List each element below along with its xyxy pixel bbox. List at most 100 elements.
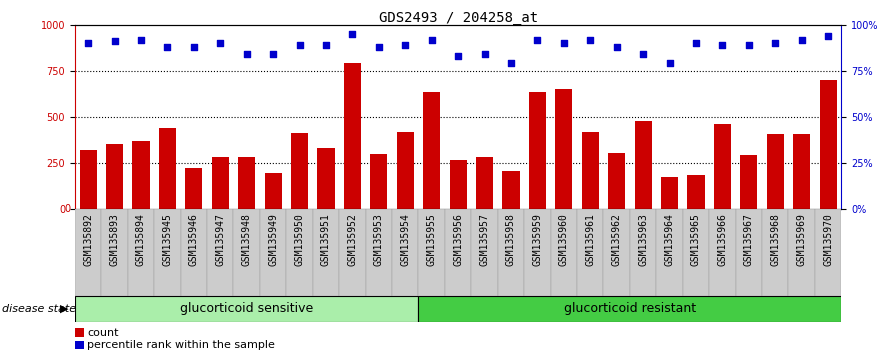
Text: GSM135954: GSM135954 [400,213,411,266]
Bar [471,209,498,296]
Point [530,37,544,42]
Text: GSM135949: GSM135949 [268,213,278,266]
Text: ▶: ▶ [60,304,69,314]
Point [715,42,729,48]
Bar [418,296,841,322]
Point [478,51,492,57]
Text: GSM135948: GSM135948 [241,213,252,266]
Text: GSM135960: GSM135960 [559,213,569,266]
Bar [630,209,656,296]
Bar [683,209,709,296]
Point [319,42,333,48]
Bar [106,144,123,209]
Point [795,37,809,42]
Bar [498,209,524,296]
Bar [476,157,493,209]
Text: 0: 0 [64,204,70,214]
Text: GSM135969: GSM135969 [796,213,807,266]
Point [213,40,227,46]
Bar [502,171,520,209]
Text: GSM135962: GSM135962 [611,213,622,266]
Text: GSM135950: GSM135950 [294,213,305,266]
Bar [185,169,203,209]
Bar [233,209,260,296]
Point [663,61,677,66]
Bar [788,209,815,296]
Bar [75,341,84,349]
Bar [159,128,176,209]
Bar [656,209,683,296]
Bar [608,153,626,209]
Bar [339,209,366,296]
Bar [75,296,418,322]
Text: GSM135946: GSM135946 [189,213,199,266]
Point [266,51,280,57]
Text: percentile rank within the sample: percentile rank within the sample [87,340,275,350]
Bar [766,134,784,209]
Bar [819,80,837,209]
Bar [555,89,573,209]
Text: GSM135958: GSM135958 [506,213,516,266]
Bar [396,132,414,209]
Bar [344,63,361,209]
Text: GSM135967: GSM135967 [744,213,754,266]
Bar [392,209,418,296]
Bar [551,209,577,296]
Point [504,61,518,66]
Text: GSM135966: GSM135966 [717,213,728,266]
Text: GSM135952: GSM135952 [347,213,358,266]
Bar [211,157,229,209]
Text: GSM135951: GSM135951 [321,213,331,266]
Bar [286,209,313,296]
Text: GSM135945: GSM135945 [162,213,173,266]
Text: GSM135953: GSM135953 [374,213,384,266]
Bar [418,209,445,296]
Bar [740,155,758,209]
Bar [603,209,630,296]
Text: GSM135968: GSM135968 [770,213,781,266]
Text: GSM135957: GSM135957 [479,213,490,266]
Bar [79,150,97,209]
Bar [313,209,339,296]
Bar [366,209,392,296]
Text: GSM135964: GSM135964 [664,213,675,266]
Bar [709,209,736,296]
Text: glucorticoid resistant: glucorticoid resistant [564,302,696,315]
Point [345,31,359,37]
Point [742,42,756,48]
Bar [154,209,181,296]
Point [425,37,439,42]
Bar [370,154,388,209]
Point [292,42,307,48]
Text: GSM135894: GSM135894 [136,213,146,266]
Point [134,37,148,42]
Bar [132,141,150,209]
Bar [687,175,705,209]
Point [398,42,412,48]
Bar [736,209,762,296]
Point [821,33,835,39]
Bar [714,124,731,209]
Text: GSM135970: GSM135970 [823,213,833,266]
Text: glucorticoid sensitive: glucorticoid sensitive [180,302,314,315]
Bar [75,328,84,337]
Bar [101,209,128,296]
Bar [238,157,255,209]
Bar [449,160,467,209]
Text: GSM135956: GSM135956 [453,213,463,266]
Point [107,39,122,44]
Bar [529,92,546,209]
Text: GSM135961: GSM135961 [585,213,596,266]
Bar [260,209,286,296]
Text: GSM135965: GSM135965 [691,213,701,266]
Text: GSM135955: GSM135955 [426,213,437,266]
Point [689,40,703,46]
Bar [661,177,678,209]
Point [240,51,254,57]
Bar [264,173,282,209]
Bar [75,209,101,296]
Bar [317,148,335,209]
Point [557,40,571,46]
Bar [815,209,841,296]
Bar [762,209,788,296]
